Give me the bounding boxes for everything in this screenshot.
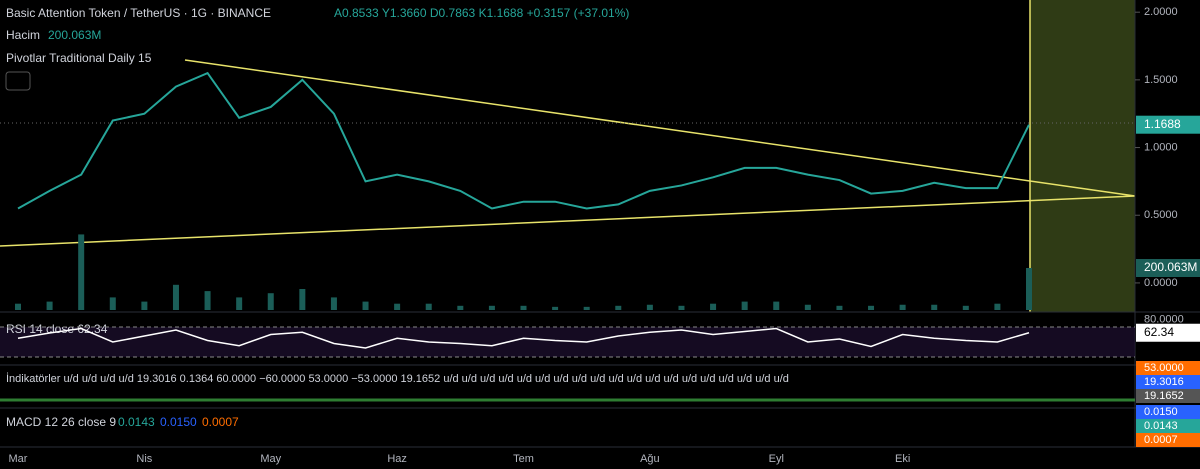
volume-label: 200.063M: [1144, 260, 1197, 274]
macd-box: [1136, 405, 1200, 419]
projection-zone: [1030, 0, 1135, 312]
macd-value: 0.0007: [202, 415, 239, 429]
volume-bar: [299, 289, 306, 310]
macd-title: MACD 12 26 close 9: [6, 415, 116, 429]
indicator-label: 53.0000: [1144, 362, 1184, 374]
macd-label: 0.0007: [1144, 434, 1178, 446]
macd-value: 0.0143: [118, 415, 155, 429]
collapse-button[interactable]: [5, 71, 31, 91]
indicator-box: [1136, 375, 1200, 389]
indicator-box: [1136, 361, 1200, 375]
rsi-line: [17, 327, 1030, 349]
indicator-label: 19.3016: [1144, 376, 1184, 388]
x-tick-label: Mar: [9, 453, 28, 465]
volume-bar: [362, 301, 369, 310]
last-price-box: [1136, 115, 1200, 134]
volume-bar: [615, 305, 622, 310]
volume-bar: [330, 297, 337, 310]
volume-bar: [741, 301, 748, 310]
volume-bar: [994, 303, 1001, 310]
macd-box: [1136, 419, 1200, 433]
volume-bar: [1026, 268, 1032, 310]
volume-bar: [710, 303, 717, 310]
rsi-title: RSI 14 close 62.34: [6, 322, 108, 336]
rsi-last-box: [1136, 323, 1200, 342]
y-tick-label: 0.0000: [1144, 277, 1178, 289]
volume-bar: [488, 305, 495, 310]
volume-bar: [678, 305, 685, 310]
volume-bar: [868, 305, 875, 310]
volume-bar: [46, 301, 53, 310]
x-tick-label: Tem: [513, 453, 534, 465]
volume-bar: [646, 304, 653, 310]
macd-box: [1136, 433, 1200, 447]
volume-bar: [394, 303, 401, 310]
x-tick-label: Nis: [136, 453, 152, 465]
x-tick-label: Eyl: [769, 453, 784, 465]
volume-bar: [552, 306, 559, 310]
volume-bar: [172, 284, 179, 310]
ohlc: A0.8533 Y1.3660 D0.7863 K1.1688 +0.3157 …: [334, 6, 629, 20]
volume-name: Hacim: [6, 28, 40, 42]
volume-bar: [15, 303, 21, 310]
volume-bar: [962, 305, 969, 310]
x-tick-label: Haz: [387, 453, 407, 465]
indicator-text: İndikatörler u/d u/d u/d u/d 19.3016 0.1…: [6, 372, 789, 385]
indicator-label: 19.1652: [1144, 390, 1184, 402]
trend-line-lower: [0, 195, 1136, 247]
volume-bar: [804, 304, 811, 310]
price-line: [17, 71, 1030, 210]
volume-bar: [109, 297, 116, 310]
volume-bar: [236, 297, 243, 310]
volume-box: [1136, 259, 1200, 277]
volume-bar: [583, 306, 590, 310]
y-tick-label: 2.0000: [1144, 6, 1178, 18]
volume-bar: [520, 305, 527, 310]
y-tick-label: 1.0000: [1144, 141, 1178, 153]
volume-bar: [457, 305, 464, 310]
rsi-last-label: 62.34: [1144, 325, 1174, 339]
volume-bar: [899, 304, 906, 310]
last-price-label: 1.1688: [1144, 117, 1181, 131]
indicator-box: [1136, 389, 1200, 403]
volume-bar: [267, 293, 274, 310]
rsi-tick-label: 80.0000: [1144, 313, 1184, 325]
volume-bar: [836, 305, 843, 310]
rsi-band: [0, 327, 1135, 357]
volume-bar: [204, 291, 211, 310]
volume-bar: [425, 303, 432, 310]
macd-value: 0.0150: [160, 415, 197, 429]
y-tick-label: 1.5000: [1144, 74, 1178, 86]
macd-label: 0.0150: [1144, 406, 1178, 418]
title: Basic Attention Token / TetherUS · 1G · …: [6, 6, 271, 20]
x-tick-label: Ağu: [640, 453, 660, 465]
volume-bar: [141, 301, 148, 310]
macd-label: 0.0143: [1144, 420, 1178, 432]
trend-line-upper: [184, 59, 1136, 197]
volume-value: 200.063M: [48, 28, 101, 42]
volume-bar: [773, 301, 780, 310]
y-tick-label: 0.5000: [1144, 209, 1178, 221]
x-tick-label: Eki: [895, 453, 910, 465]
x-tick-label: May: [260, 453, 281, 465]
pivots: Pivotlar Traditional Daily 15: [6, 51, 152, 65]
volume-bar: [78, 234, 85, 310]
volume-bar: [931, 304, 938, 310]
